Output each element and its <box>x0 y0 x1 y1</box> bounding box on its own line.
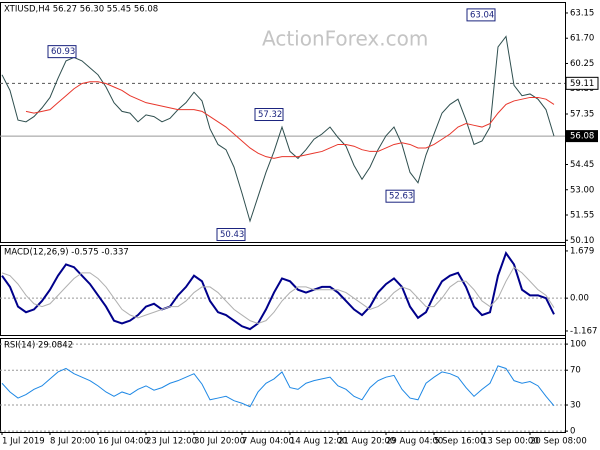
annotation: 60.93 <box>51 47 75 57</box>
y-tick-label: 60.25 <box>570 59 594 69</box>
series-line <box>1 35 555 223</box>
x-tick-label: 1 Jul 2019 <box>2 437 45 447</box>
y-tick-label: 0 <box>570 427 575 437</box>
x-tick-label: 23 Jul 12:00 <box>146 437 197 447</box>
series-line <box>1 365 555 408</box>
y-tick-label: 53.00 <box>570 185 594 195</box>
panel-title: MACD(12,26,9) -0.575 -0.337 <box>4 248 129 258</box>
x-tick-label: 5 Sep 16:00 <box>434 437 485 447</box>
annotation-box <box>47 45 77 59</box>
y-tick-label: 51.55 <box>570 211 594 221</box>
x-tick-label: 7 Aug 04:00 <box>242 437 294 447</box>
annotation: 52.63 <box>389 192 413 202</box>
y-tick-label: -1.167 <box>570 326 597 336</box>
x-tick-label: 30 Jul 20:00 <box>194 437 245 447</box>
panel-title: RSI(14) 29.0842 <box>4 341 73 351</box>
annotation: 57.32 <box>258 110 282 120</box>
x-tick-label: 29 Aug 04:00 <box>386 437 443 447</box>
y-tick-label: 0.00 <box>570 294 589 304</box>
y-tick-label: 1.679 <box>570 246 594 256</box>
y-tick-label: 54.45 <box>570 160 594 170</box>
series-line <box>25 81 555 159</box>
series-line <box>1 266 555 324</box>
watermark: ActionForex.com <box>262 27 428 51</box>
x-tick-label: 8 Jul 20:00 <box>50 437 96 447</box>
panel-title: XTIUSD,H4 56.27 56.30 55.45 56.08 <box>4 5 158 15</box>
level-label: 59.11 <box>570 79 594 89</box>
annotation: 63.04 <box>470 10 494 20</box>
y-tick-label: 70 <box>570 366 581 376</box>
x-tick-label: 21 Aug 20:00 <box>338 437 395 447</box>
annotation-box <box>216 228 246 242</box>
y-tick-label: 63.15 <box>570 8 594 18</box>
x-tick-label: 14 Aug 12:00 <box>290 437 347 447</box>
y-tick-label: 100 <box>570 340 586 350</box>
annotation-box <box>385 189 415 203</box>
series-line <box>1 251 555 331</box>
y-tick-label: 57.35 <box>570 109 594 119</box>
price-label: 56.08 <box>570 132 594 142</box>
annotation-box <box>466 8 496 22</box>
x-tick-label: 13 Sep 00:00 <box>482 437 539 447</box>
annotation: 50.43 <box>220 230 244 240</box>
x-tick-label: 16 Jul 04:00 <box>98 437 149 447</box>
y-tick-label: 30 <box>570 401 581 411</box>
y-tick-label: 50.10 <box>570 236 594 246</box>
x-tick-label: 20 Sep 08:00 <box>530 437 587 447</box>
price-label-box <box>566 130 598 143</box>
y-tick-label: 61.70 <box>570 34 594 44</box>
annotation-box <box>254 108 284 122</box>
